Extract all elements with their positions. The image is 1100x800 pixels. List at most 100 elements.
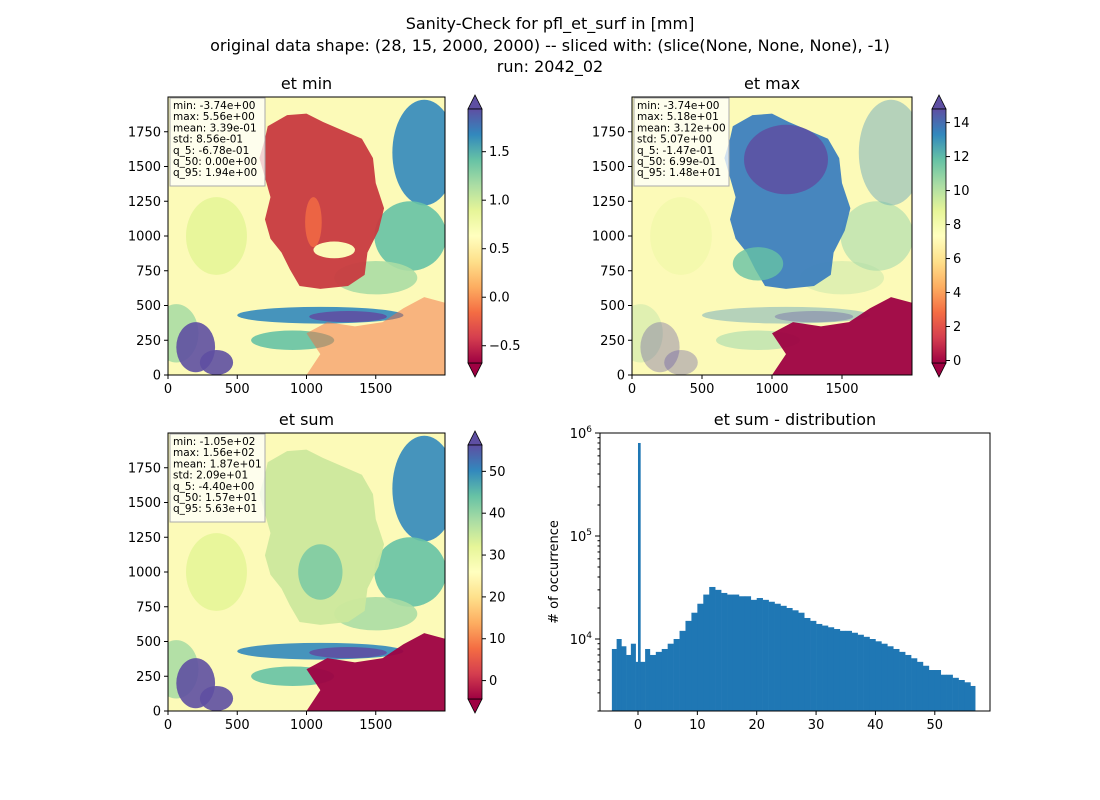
y-tick-label: 500 xyxy=(136,299,161,314)
x-tick-label: 1500 xyxy=(359,382,392,397)
region-shape xyxy=(772,297,912,375)
stats-line: q_5: -6.78e-01 xyxy=(173,145,249,157)
histogram-bar xyxy=(851,632,858,711)
histogram-bar xyxy=(958,679,965,711)
colorbar xyxy=(931,108,947,364)
field-blob xyxy=(632,304,663,363)
y-tick-label: 104 xyxy=(570,631,593,648)
colorbar-extend-top xyxy=(467,430,483,446)
y-tick-label: 500 xyxy=(600,299,625,314)
x-tick-label: 1000 xyxy=(290,382,323,397)
stats-line: min: -3.74e+00 xyxy=(173,100,255,112)
heatmap-panel-2: 0 500 1000 1500 0 250 500 750 1000 1250 1500 1750 et… xyxy=(592,74,970,397)
histogram-bar xyxy=(762,599,769,711)
histogram-bar xyxy=(667,643,674,711)
colorbar-tick-label: 1.5 xyxy=(489,145,510,160)
colorbar xyxy=(467,444,483,700)
histogram-bar xyxy=(637,442,641,711)
stats-box xyxy=(169,433,266,523)
y-tick-label: 105 xyxy=(570,528,592,545)
stats-line: q_95: 1.48e+01 xyxy=(637,167,721,179)
field-blob xyxy=(664,349,698,375)
histogram-bar xyxy=(727,594,734,711)
colorbar-extend-bottom xyxy=(467,362,483,378)
histogram-bar xyxy=(899,651,906,711)
stats-line: std: 8.56e-01 xyxy=(173,134,243,146)
stats-line: min: -1.05e+02 xyxy=(173,436,255,448)
field-blob xyxy=(858,99,912,206)
panel-title: et min xyxy=(281,74,332,93)
x-tick-label: 1000 xyxy=(755,382,788,397)
histogram-panel: 0 10 20 30 40 50 104 105 106 et sum - distributio… xyxy=(547,410,991,733)
y-tick-label: 750 xyxy=(600,264,625,279)
stats-line: q_5: -4.40e+00 xyxy=(173,481,254,493)
colorbar-tick-label: 0.5 xyxy=(489,242,510,257)
stats-line: q_95: 1.94e+00 xyxy=(173,167,257,179)
x-tick-label: 0 xyxy=(164,718,172,733)
colorbar-tick-label: 12 xyxy=(953,150,970,165)
histogram-bar xyxy=(869,639,876,711)
field-blob xyxy=(186,197,247,275)
colorbar-tick-label: 6 xyxy=(953,252,961,267)
heatmap-image xyxy=(168,433,445,711)
x-tick-label: 40 xyxy=(867,718,884,733)
stats-line: q_50: 6.99e-01 xyxy=(637,156,716,168)
histogram-bar xyxy=(679,630,686,711)
histogram-bar xyxy=(616,639,622,711)
histogram-bar xyxy=(822,625,829,711)
field-blob xyxy=(774,311,854,323)
colorbar-tick-label: 4 xyxy=(953,286,961,301)
stats-line: std: 2.09e+01 xyxy=(173,470,248,482)
colorbar-tick-label: 2 xyxy=(953,320,961,335)
field-blob xyxy=(199,349,234,375)
histogram-bar xyxy=(810,620,817,711)
y-tick-label: 1000 xyxy=(128,230,161,245)
y-tick-label: 750 xyxy=(136,600,161,615)
y-tick-label: 1750 xyxy=(592,125,625,140)
histogram-bar xyxy=(703,594,710,711)
y-tick-label: 1500 xyxy=(592,160,625,175)
histogram-bar xyxy=(798,612,805,711)
histogram-bar xyxy=(732,594,740,711)
figure-title-line-2: original data shape: (28, 15, 2000, 2000… xyxy=(210,36,890,55)
colorbar-tick-label: 8 xyxy=(953,218,961,233)
field-blob xyxy=(374,201,445,271)
histogram-bar xyxy=(804,617,811,711)
colorbar-tick-label: −0.5 xyxy=(489,339,521,354)
panel-title: et sum - distribution xyxy=(714,410,876,429)
colorbar-extend-bottom xyxy=(467,698,483,714)
histogram-bar xyxy=(827,627,835,711)
heatmap-panel-3: 0 500 1000 150002505007501000125015001750et… xyxy=(128,410,506,733)
region-detail xyxy=(313,241,355,259)
histogram-bar xyxy=(845,630,852,711)
field-blob xyxy=(309,311,387,323)
field-blob xyxy=(186,533,247,611)
field-blob xyxy=(392,435,445,542)
histogram-bar xyxy=(744,596,752,711)
histogram-bar xyxy=(839,630,847,711)
colorbar-tick-label: 14 xyxy=(953,116,970,131)
region-detail xyxy=(305,197,322,248)
colorbar-tick-label: 10 xyxy=(489,632,506,647)
histogram-bar xyxy=(952,677,959,711)
stats-box xyxy=(633,97,730,187)
region-shape xyxy=(259,449,385,625)
region-shape xyxy=(259,113,385,289)
histogram-bar xyxy=(780,605,787,711)
colorbar xyxy=(467,108,483,364)
figure-title-line-1: Sanity-Check for pfl_et_surf in [mm] xyxy=(405,14,695,33)
y-tick-label: 1250 xyxy=(128,531,161,546)
stats-line: mean: 3.12e+00 xyxy=(637,122,726,134)
histogram-bar xyxy=(750,599,758,711)
histogram-bar xyxy=(691,612,698,711)
y-tick-label: 0 xyxy=(617,369,625,384)
stats-line: mean: 1.87e+01 xyxy=(173,458,262,470)
field-blob xyxy=(374,537,445,607)
panel-title: et sum xyxy=(279,410,334,429)
colorbar-tick-label: 30 xyxy=(489,549,506,564)
histogram-bar xyxy=(786,607,793,711)
plot-frame xyxy=(599,432,991,712)
field-blob xyxy=(640,322,680,373)
y-tick-label: 1500 xyxy=(128,160,161,175)
histogram-bar xyxy=(875,641,882,711)
